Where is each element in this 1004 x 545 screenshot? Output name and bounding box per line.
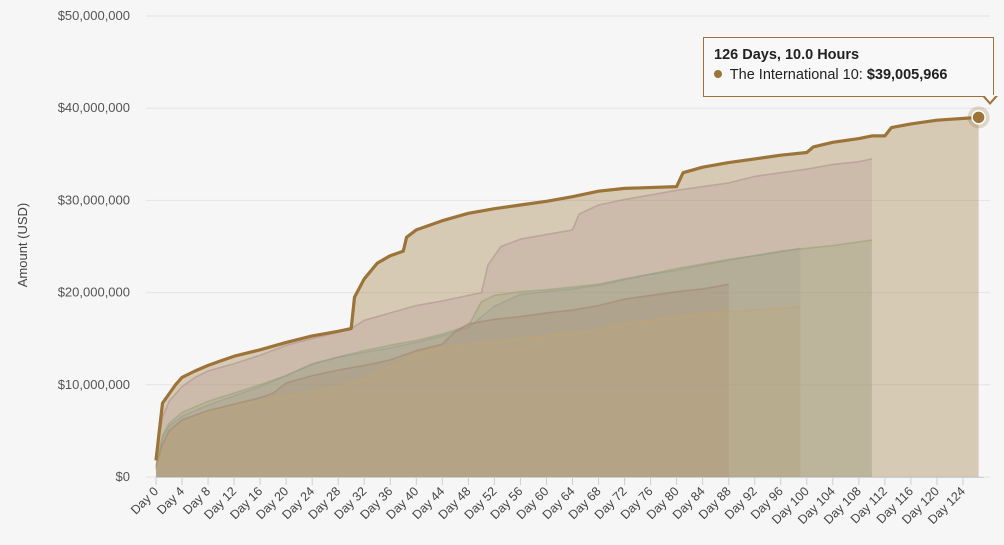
tooltip-value: $39,005,966 bbox=[866, 67, 948, 83]
series-line bbox=[154, 115, 979, 461]
series-3 bbox=[155, 283, 729, 477]
y-tick-label: $20,000,000 bbox=[58, 285, 130, 300]
chart-tooltip: 126 Days, 10.0 Hours The International 1… bbox=[703, 37, 994, 97]
hover-marker-group bbox=[967, 106, 990, 129]
tooltip-arrow-inner bbox=[984, 95, 996, 102]
series-area bbox=[156, 117, 979, 478]
series-area bbox=[156, 306, 801, 477]
y-tick-label: $50,000,000 bbox=[58, 8, 130, 23]
series-group bbox=[154, 115, 979, 478]
series-area bbox=[156, 284, 729, 477]
x-tick-label: Day 0 bbox=[128, 484, 161, 517]
series-line bbox=[155, 283, 729, 469]
y-tick-label: $10,000,000 bbox=[58, 377, 130, 392]
series-5 bbox=[154, 115, 979, 478]
series-area bbox=[156, 248, 801, 477]
y-axis-title: Amount (USD) bbox=[15, 203, 30, 288]
tooltip-series-dot bbox=[714, 70, 722, 78]
x-tick-label: Day 4 bbox=[154, 484, 187, 517]
series-4 bbox=[155, 305, 801, 477]
series-line bbox=[155, 305, 801, 470]
tooltip-series-name: The International 10: bbox=[729, 67, 863, 83]
tooltip-row: The International 10: $39,005,966 bbox=[714, 67, 983, 83]
y-tick-label: $30,000,000 bbox=[58, 192, 130, 207]
y-tick-label: $0 bbox=[116, 469, 130, 484]
tooltip-title: 126 Days, 10.0 Hours bbox=[714, 47, 860, 63]
series-area bbox=[156, 240, 872, 477]
hover-point[interactable] bbox=[971, 110, 986, 125]
series-line bbox=[155, 158, 873, 459]
y-tick-label: $40,000,000 bbox=[58, 100, 130, 115]
